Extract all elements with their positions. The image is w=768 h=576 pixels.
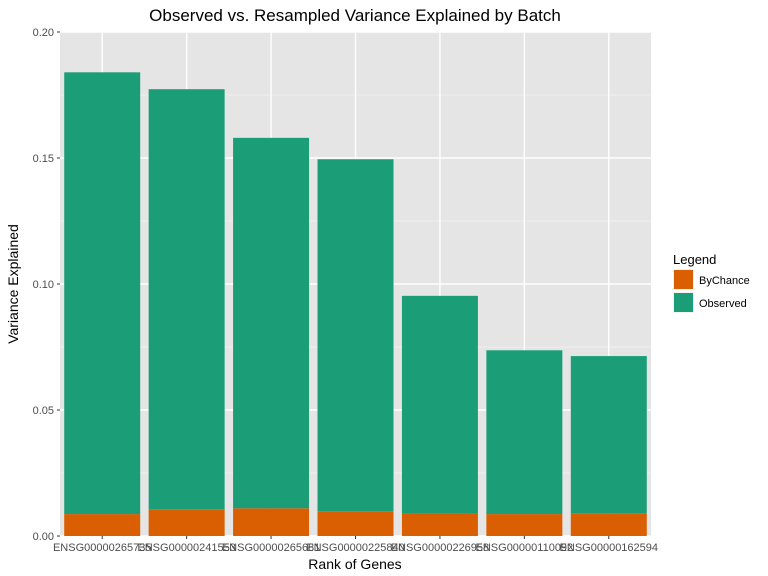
- bar-bychance: [401, 513, 478, 536]
- x-tick-label: ENSG00000162594: [560, 542, 658, 554]
- y-tick-label: 0.00: [33, 531, 54, 543]
- y-tick-label: 0.10: [33, 279, 54, 291]
- x-tick-label: ENSG00000265735: [53, 542, 151, 554]
- bar-observed: [148, 89, 225, 510]
- legend: Legend ByChance Observed: [673, 252, 750, 313]
- bar-bychance: [148, 509, 225, 536]
- x-axis: ENSG00000265735ENSG00000241553ENSG000002…: [53, 536, 658, 554]
- bar-bychance: [64, 514, 141, 536]
- chart-title: Observed vs. Resampled Variance Explaine…: [149, 6, 561, 25]
- legend-swatch-observed: [674, 293, 693, 312]
- x-tick-label: ENSG00000226958: [391, 542, 489, 554]
- x-tick-label: ENSG00000241553: [137, 542, 235, 554]
- bar-observed: [486, 350, 563, 515]
- y-tick-label: 0.15: [33, 153, 54, 165]
- bar-observed: [570, 356, 647, 514]
- bar-bychance: [570, 513, 647, 536]
- y-axis: 0.00 0.05 0.10 0.15 0.20: [33, 27, 60, 543]
- bar-observed: [64, 72, 141, 515]
- bars: [64, 72, 647, 536]
- bar-observed: [317, 159, 394, 512]
- x-tick-label: ENSG00000225840: [306, 542, 404, 554]
- y-axis-title: Variance Explained: [5, 224, 21, 344]
- x-tick-label: ENSG00000110092: [476, 542, 574, 554]
- bar-observed: [233, 137, 310, 509]
- y-tick-label: 0.20: [33, 27, 54, 39]
- legend-title: Legend: [673, 252, 716, 267]
- x-axis-title: Rank of Genes: [308, 556, 401, 572]
- bar-bychance: [233, 508, 310, 536]
- legend-label-observed: Observed: [699, 298, 747, 310]
- y-tick-label: 0.05: [33, 405, 54, 417]
- bar-bychance: [317, 511, 394, 536]
- legend-label-bychance: ByChance: [699, 275, 750, 287]
- bar-observed: [401, 295, 478, 514]
- bar-bychance: [486, 514, 563, 536]
- legend-swatch-bychance: [674, 270, 693, 289]
- x-tick-label: ENSG00000265681: [222, 542, 320, 554]
